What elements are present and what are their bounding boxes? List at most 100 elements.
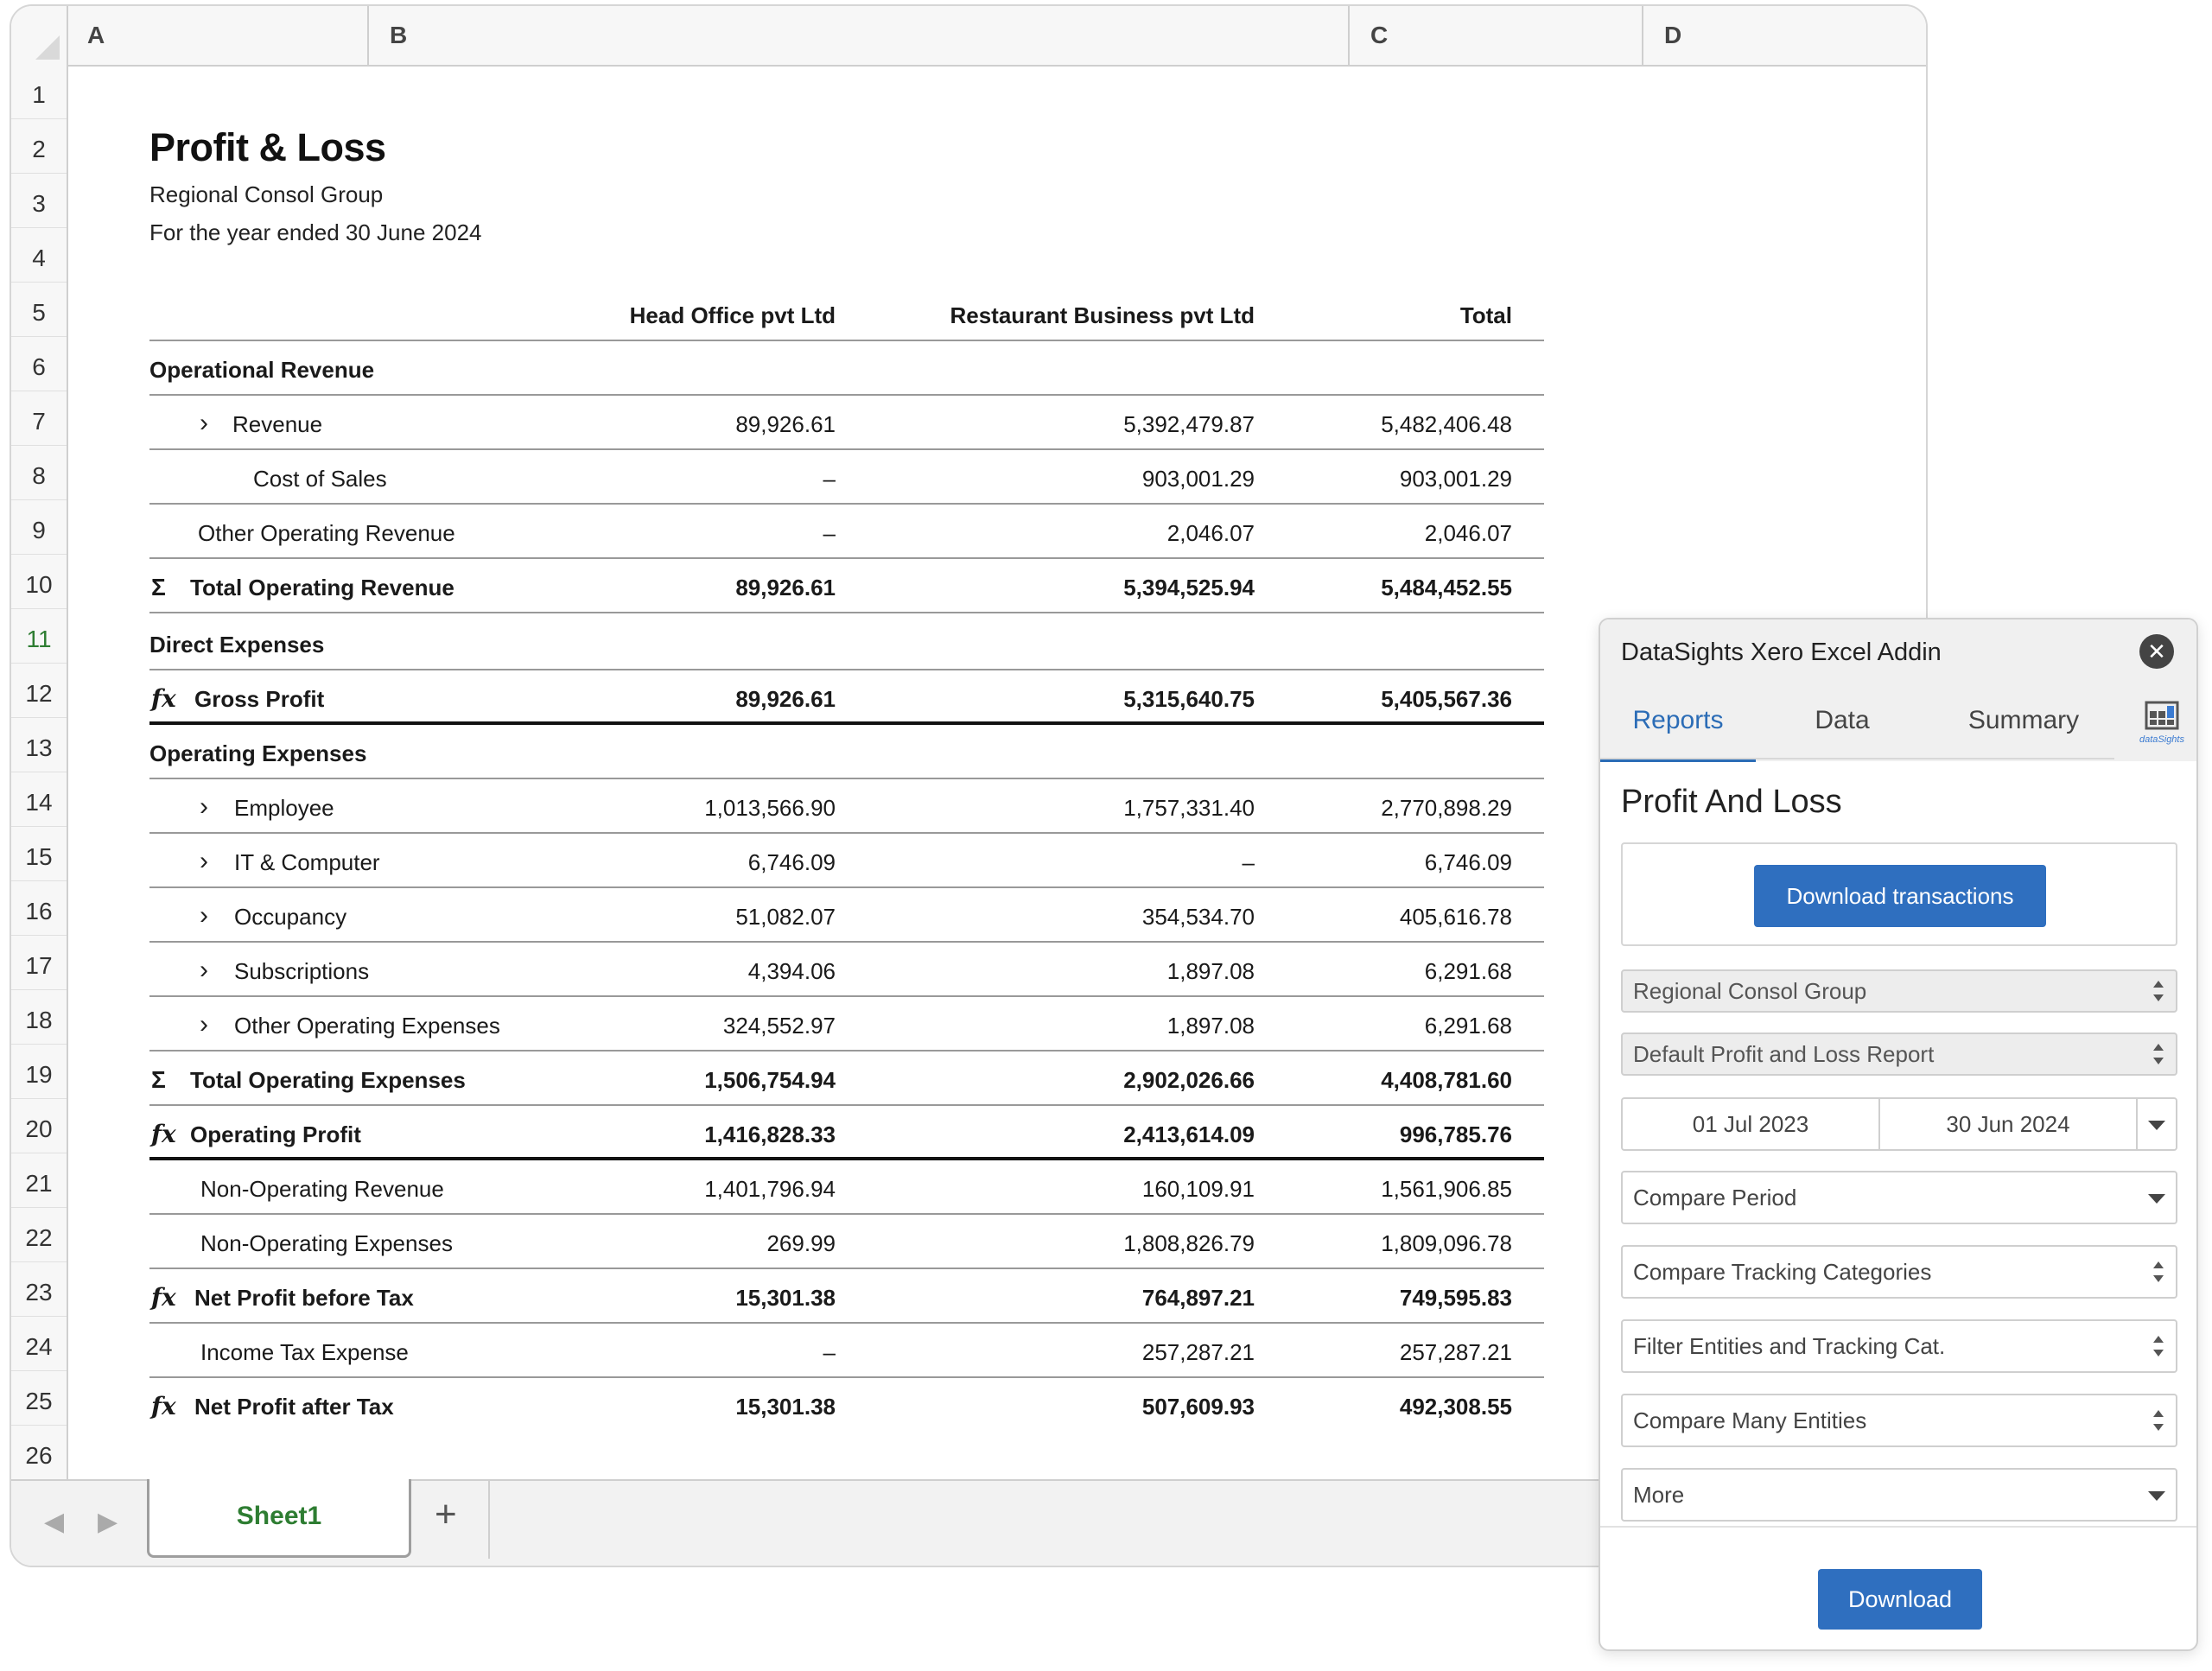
value-total: 257,287.21 <box>1399 1339 1512 1365</box>
compare-entities-select[interactable]: Compare Many Entities <box>1621 1394 2177 1447</box>
line-cost-of-sales: Cost of Sales – 903,001.29 903,001.29 <box>149 450 1544 505</box>
select-all-corner[interactable] <box>11 6 68 65</box>
value-restaurant: 764,897.21 <box>1141 1285 1255 1311</box>
value-restaurant: 507,609.93 <box>1141 1394 1255 1420</box>
report-layout-select[interactable]: Default Profit and Loss Report <box>1621 1032 2177 1076</box>
row-header[interactable]: 12 <box>11 664 67 718</box>
row-header[interactable]: 9 <box>11 500 67 555</box>
row-header[interactable]: 5 <box>11 283 67 337</box>
line-revenue[interactable]: › Revenue 89,926.61 5,392,479.87 5,482,4… <box>149 396 1544 450</box>
compare-period-select[interactable]: Compare Period <box>1621 1171 2177 1224</box>
date-to-field[interactable]: 30 Jun 2024 <box>1880 1099 2138 1149</box>
row-header[interactable]: 14 <box>11 772 67 827</box>
updown-arrows-icon <box>2153 981 2164 1001</box>
column-header-a[interactable]: A <box>67 6 369 65</box>
row-header[interactable]: 13 <box>11 718 67 772</box>
value-total: 1,809,096.78 <box>1381 1230 1512 1256</box>
close-icon[interactable]: ✕ <box>2139 634 2174 669</box>
row-header[interactable]: 22 <box>11 1208 67 1262</box>
row-header-selected[interactable]: 11 <box>11 609 67 664</box>
row-header[interactable]: 21 <box>11 1153 67 1208</box>
download-transactions-button[interactable]: Download transactions <box>1754 865 2046 927</box>
row-header[interactable]: 18 <box>11 990 67 1045</box>
value-total: 5,405,567.36 <box>1381 686 1512 712</box>
row-header[interactable]: 4 <box>11 228 67 283</box>
line-label: Net Profit before Tax <box>194 1285 414 1311</box>
value-total: 996,785.76 <box>1399 1121 1512 1147</box>
column-header-d[interactable]: D <box>1664 22 1682 48</box>
row-header[interactable]: 3 <box>11 174 67 228</box>
row-header[interactable]: 17 <box>11 936 67 990</box>
prev-sheet-icon[interactable]: ◀ <box>44 1508 65 1536</box>
line-total-operating-expenses: Σ Total Operating Expenses 1,506,754.94 … <box>149 1052 1544 1106</box>
tab-reports[interactable]: Reports <box>1600 683 1756 762</box>
row-header[interactable]: 25 <box>11 1371 67 1426</box>
section-direct-expenses: Direct Expenses <box>149 616 1544 670</box>
fx-icon: fx <box>151 1120 176 1148</box>
updown-arrows-icon <box>2153 1336 2164 1356</box>
datasights-logo-icon <box>2145 701 2179 730</box>
next-sheet-icon[interactable]: ▶ <box>98 1508 118 1536</box>
column-header-bar: A B C D <box>11 6 1926 67</box>
date-from-field[interactable]: 01 Jul 2023 <box>1623 1099 1880 1149</box>
chevron-right-icon[interactable]: › <box>200 956 208 984</box>
value-total: 2,046.07 <box>1424 520 1512 546</box>
row-header[interactable]: 20 <box>11 1099 67 1153</box>
header-head-office: Head Office pvt Ltd <box>629 302 836 328</box>
add-sheet-icon[interactable]: + <box>435 1493 457 1535</box>
value-total: 405,616.78 <box>1399 904 1512 930</box>
line-label: Cost of Sales <box>253 466 387 492</box>
chevron-down-icon[interactable] <box>2148 1121 2165 1130</box>
row-header[interactable]: 7 <box>11 391 67 446</box>
fx-icon: fx <box>151 684 176 713</box>
line-label: Operational Revenue <box>149 357 375 383</box>
tab-data[interactable]: Data <box>1815 706 1870 734</box>
line-income-tax-expense: Income Tax Expense – 257,287.21 257,287.… <box>149 1324 1544 1378</box>
organisation-select[interactable]: Regional Consol Group <box>1621 969 2177 1013</box>
chevron-right-icon[interactable]: › <box>200 847 208 875</box>
filter-entities-select[interactable]: Filter Entities and Tracking Cat. <box>1621 1319 2177 1373</box>
sheet-tab-sheet1[interactable]: Sheet1 <box>147 1479 411 1558</box>
row-header[interactable]: 1 <box>11 65 67 119</box>
download-button[interactable]: Download <box>1818 1569 1982 1630</box>
more-label: More <box>1633 1482 1685 1508</box>
line-label: Operating Expenses <box>149 740 367 766</box>
value-restaurant: 903,001.29 <box>1141 466 1255 492</box>
column-header-b[interactable]: B <box>369 6 1350 65</box>
row-header[interactable]: 26 <box>11 1426 67 1480</box>
row-header[interactable]: 16 <box>11 881 67 936</box>
chevron-right-icon[interactable]: › <box>200 901 208 930</box>
row-header[interactable]: 8 <box>11 446 67 500</box>
line-occupancy[interactable]: › Occupancy 51,082.07 354,534.70 405,616… <box>149 888 1544 943</box>
line-employee[interactable]: › Employee 1,013,566.90 1,757,331.40 2,7… <box>149 779 1544 834</box>
row-header[interactable]: 2 <box>11 119 67 174</box>
tab-summary[interactable]: Summary <box>1967 706 2080 734</box>
line-it-computer[interactable]: › IT & Computer 6,746.09 – 6,746.09 <box>149 834 1544 888</box>
row-header[interactable]: 10 <box>11 555 67 609</box>
value-restaurant: 2,046.07 <box>1166 520 1255 546</box>
value-total: 6,746.09 <box>1424 849 1512 875</box>
chevron-right-icon[interactable]: › <box>200 409 208 437</box>
more-select[interactable]: More <box>1621 1468 2177 1522</box>
line-label: Occupancy <box>234 904 347 930</box>
header-total: Total <box>1459 302 1512 328</box>
download-transactions-box: Download transactions <box>1621 842 2177 946</box>
row-header[interactable]: 19 <box>11 1045 67 1099</box>
value-head-office: 269.99 <box>766 1230 836 1256</box>
line-label: Other Operating Revenue <box>198 520 455 546</box>
line-subscriptions[interactable]: › Subscriptions 4,394.06 1,897.08 6,291.… <box>149 943 1544 997</box>
chevron-right-icon[interactable]: › <box>200 792 208 821</box>
sigma-icon: Σ <box>151 574 166 600</box>
row-header[interactable]: 24 <box>11 1317 67 1371</box>
row-header[interactable]: 23 <box>11 1262 67 1317</box>
compare-tracking-select[interactable]: Compare Tracking Categories <box>1621 1245 2177 1299</box>
value-head-office: 4,394.06 <box>747 958 836 984</box>
report-layout-value: Default Profit and Loss Report <box>1633 1041 1935 1067</box>
row-header[interactable]: 15 <box>11 827 67 881</box>
row-header[interactable]: 6 <box>11 337 67 391</box>
chevron-right-icon[interactable]: › <box>200 1010 208 1039</box>
value-restaurant: – <box>1242 849 1255 875</box>
section-operating-expenses: Operating Expenses <box>149 725 1544 779</box>
line-other-operating-expenses[interactable]: › Other Operating Expenses 324,552.97 1,… <box>149 997 1544 1052</box>
column-header-c[interactable]: C <box>1350 6 1643 65</box>
